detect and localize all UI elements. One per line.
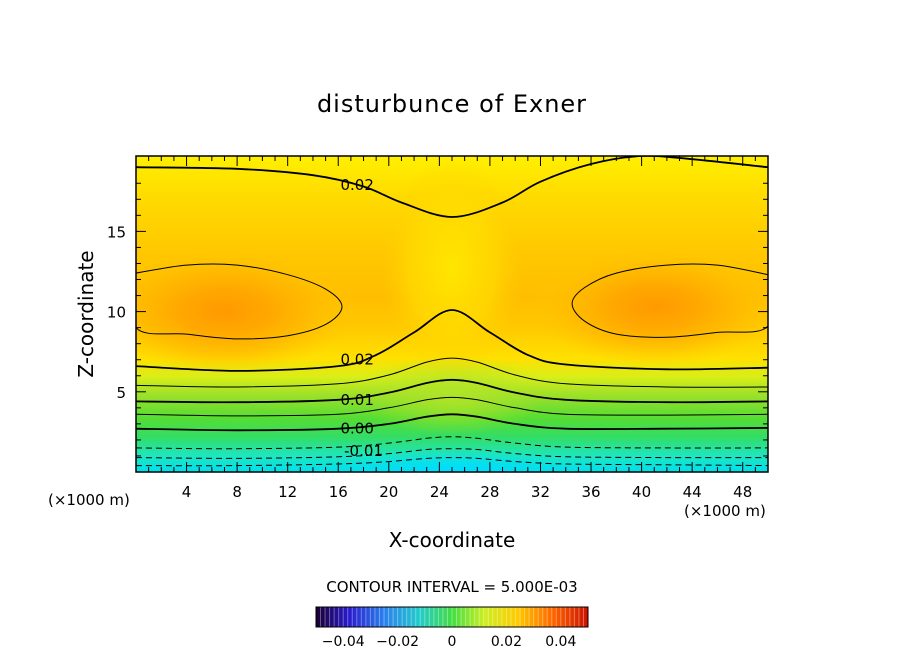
contour-label: -0.01 xyxy=(344,442,383,460)
y-tick-label: 15 xyxy=(107,223,126,241)
colorbar-tick-label: 0.04 xyxy=(545,634,576,650)
contour-line xyxy=(136,378,768,404)
colorbar-tick-label: −0.02 xyxy=(376,634,419,650)
colorbar-ticks: −0.04 −0.02 0 0.02 0.04 xyxy=(322,634,577,650)
saddle-region xyxy=(382,158,522,378)
contour-line xyxy=(571,263,768,338)
x-tick-label: 48 xyxy=(733,483,752,501)
contour-line xyxy=(136,413,768,432)
colorbar-tick-label: 0.02 xyxy=(491,634,522,650)
x-tick-label: 20 xyxy=(379,483,398,501)
x-axis-ticks: 4 8 12 16 20 24 28 32 36 40 44 48 xyxy=(148,156,756,501)
x-tick-label: 40 xyxy=(632,483,651,501)
contour-line xyxy=(136,457,768,467)
colorbar: −0.04 −0.02 0 0.02 0.04 xyxy=(315,606,589,650)
x-tick-label: 12 xyxy=(278,483,297,501)
maximum-blob-left xyxy=(136,249,355,373)
contour-interval-note: CONTOUR INTERVAL = 5.000E-03 xyxy=(326,578,577,596)
contour-line xyxy=(136,156,768,218)
x-unit-left: (×1000 m) xyxy=(48,491,130,509)
maximum-blob-right xyxy=(530,249,768,365)
y-axis-ticks: 5 10 15 xyxy=(107,166,768,457)
contour-labels: 0.02 0.02 0.01 0.00 -0.01 xyxy=(340,176,383,460)
colorbar-frame xyxy=(315,606,589,628)
contour-lines xyxy=(136,156,768,467)
contour-label: 0.00 xyxy=(340,420,373,438)
contour-line xyxy=(136,263,343,340)
x-tick-label: 28 xyxy=(480,483,499,501)
contour-line xyxy=(136,396,768,417)
x-unit-right: (×1000 m) xyxy=(684,502,766,520)
contour-label: 0.02 xyxy=(340,176,373,194)
colorbar-fill xyxy=(316,607,588,627)
contour-line xyxy=(136,357,768,388)
x-tick-label: 32 xyxy=(531,483,550,501)
x-tick-label: 8 xyxy=(232,483,242,501)
x-tick-label: 4 xyxy=(182,483,192,501)
x-tick-label: 24 xyxy=(430,483,449,501)
x-tick-label: 16 xyxy=(329,483,348,501)
contour-label: 0.01 xyxy=(340,391,373,409)
colorbar-tick-label: 0 xyxy=(448,634,457,650)
contour-line xyxy=(136,309,768,372)
y-axis-label: Z-coordinate xyxy=(74,250,98,377)
x-axis-label: X-coordinate xyxy=(389,528,516,552)
contour-label: 0.02 xyxy=(340,351,373,369)
y-tick-label: 5 xyxy=(116,384,126,402)
y-tick-label: 10 xyxy=(107,304,126,322)
colorbar-stripes xyxy=(320,607,584,627)
plot-area: 0.02 0.02 0.01 0.00 -0.01 xyxy=(136,156,768,472)
x-tick-label: 44 xyxy=(683,483,702,501)
x-tick-label: 36 xyxy=(581,483,600,501)
colorbar-tick-label: −0.04 xyxy=(322,634,365,650)
minimum-region xyxy=(322,450,582,472)
chart-title: disturbunce of Exner xyxy=(317,90,587,118)
bump-region xyxy=(357,355,547,435)
